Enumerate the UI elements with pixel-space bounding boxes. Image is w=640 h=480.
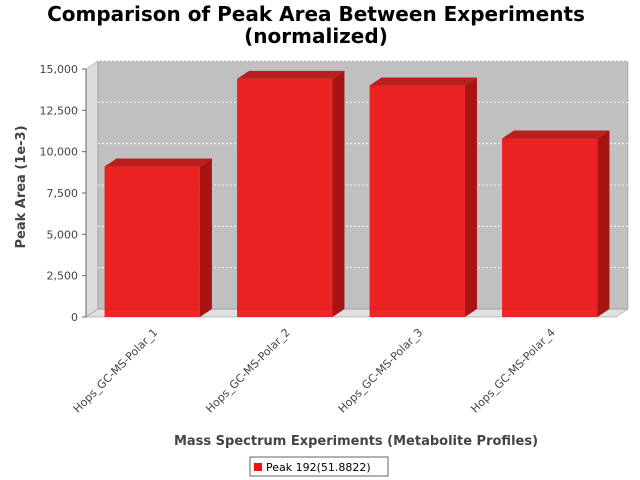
bar-side — [597, 130, 610, 317]
bar-side — [199, 158, 212, 317]
bar — [502, 138, 598, 317]
bar-top — [237, 70, 345, 79]
x-tick-label: Hops_GC-MS-Polar_3 — [336, 326, 426, 416]
chart-title-line-1: Comparison of Peak Area Between Experime… — [47, 2, 585, 26]
bar — [369, 85, 465, 318]
legend-swatch — [254, 463, 262, 471]
x-tick-label: Hops_GC-MS-Polar_2 — [203, 326, 293, 416]
x-tick-label: Hops_GC-MS-Polar_1 — [71, 326, 161, 416]
y-tick-label: 7,500 — [47, 187, 79, 200]
bar-top — [502, 130, 610, 139]
bar-side — [332, 70, 345, 317]
x-axis-label: Mass Spectrum Experiments (Metabolite Pr… — [174, 434, 538, 449]
chart-title-line-2: (normalized) — [244, 24, 388, 48]
y-tick-label: 10,000 — [40, 146, 79, 159]
y-axis-label: Peak Area (1e-3) — [14, 125, 29, 248]
x-axis: Hops_GC-MS-Polar_1 Hops_GC-MS-Polar_2 Hops… — [71, 326, 558, 416]
y-axis: 0 2,500 5,000 7,500 10,000 12,500 15,000 — [40, 63, 87, 324]
bar-top — [104, 158, 212, 167]
bars — [104, 70, 610, 318]
x-tick-label: Hops_GC-MS-Polar_4 — [468, 326, 558, 416]
y-tick-label: 0 — [71, 311, 78, 324]
y-tick-label: 12,500 — [40, 104, 79, 117]
y-tick-label: 2,500 — [47, 270, 79, 283]
bar — [237, 78, 333, 317]
legend-box — [249, 456, 389, 477]
bar-top — [369, 77, 477, 86]
bar — [104, 166, 200, 317]
plot-wall — [85, 60, 99, 318]
legend-label: Peak 192(51.8822) — [266, 461, 371, 474]
y-tick-label: 5,000 — [47, 228, 79, 241]
y-tick-label: 15,000 — [40, 63, 79, 76]
bar-side — [464, 77, 477, 318]
legend: Peak 192(51.8822) — [249, 456, 389, 477]
